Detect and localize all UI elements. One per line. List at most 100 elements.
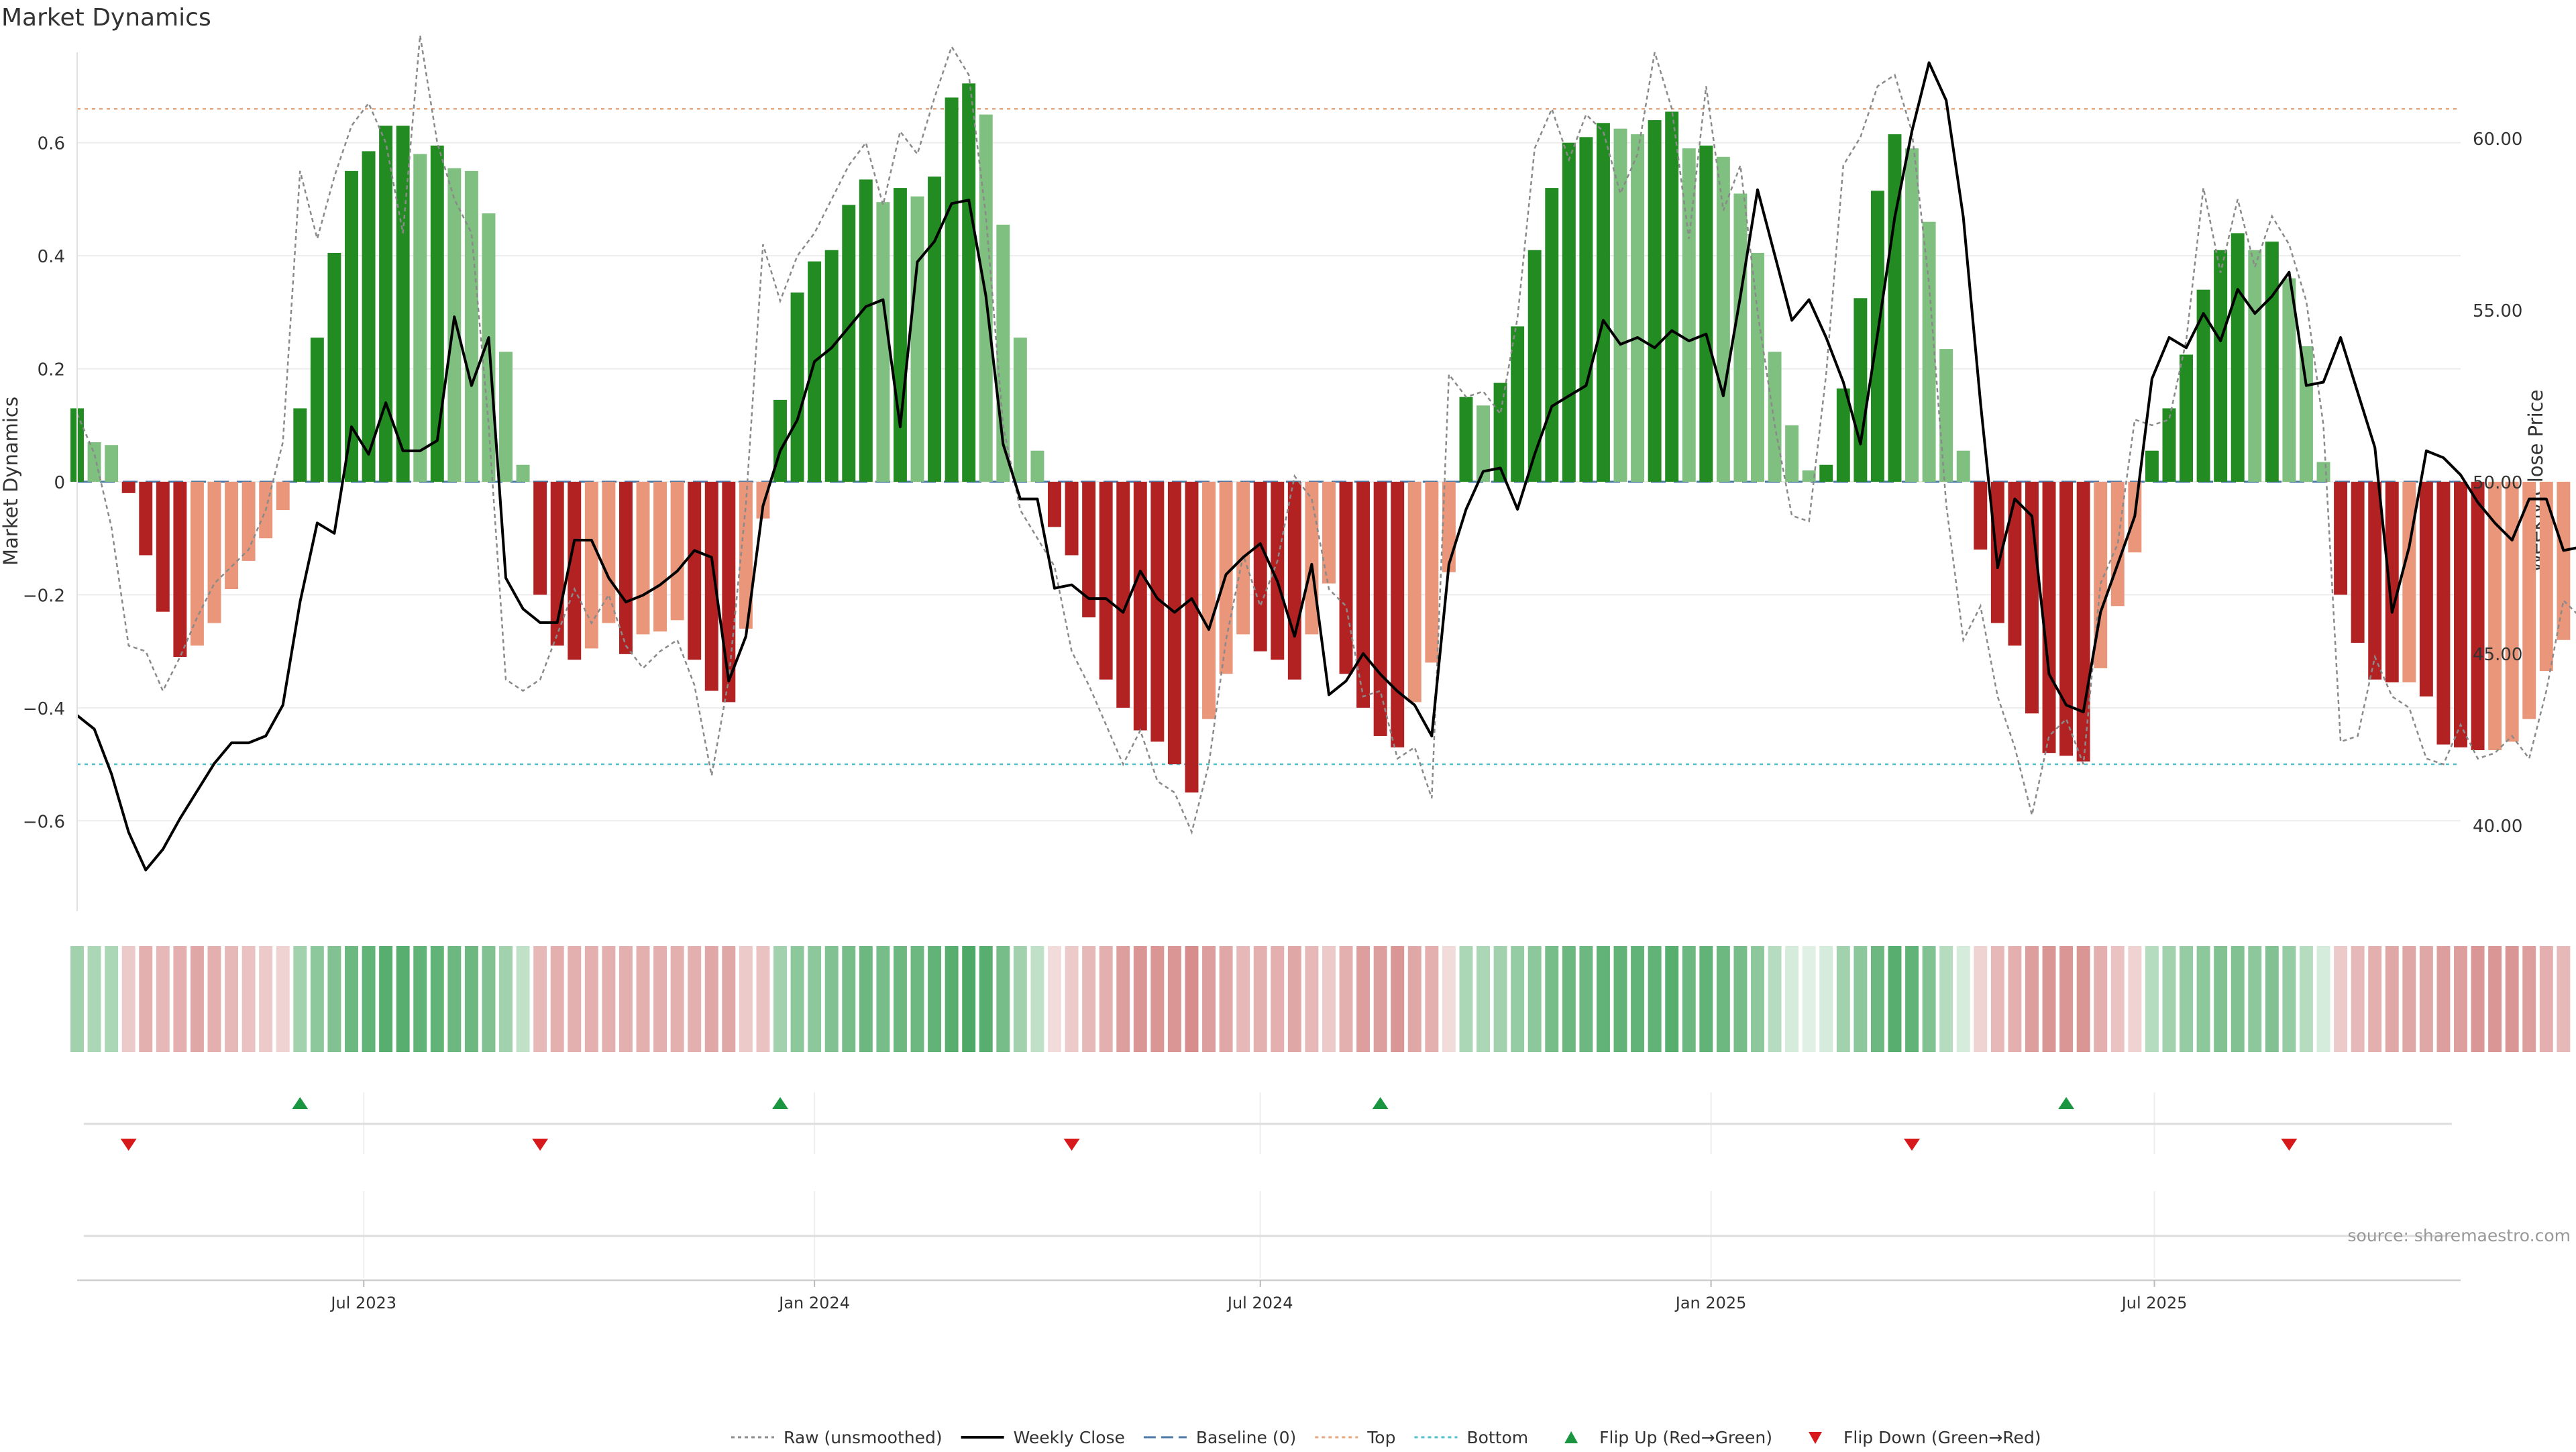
flip-down-marker <box>1063 1139 1080 1151</box>
bar <box>688 482 702 660</box>
bar <box>945 97 959 482</box>
strip-cell <box>276 946 290 1052</box>
bar <box>121 482 136 493</box>
strip-cell <box>2488 946 2502 1052</box>
bar <box>790 292 804 482</box>
strip-cell <box>602 946 616 1052</box>
strip-cell <box>1099 946 1113 1052</box>
strip-cell <box>1768 946 1782 1052</box>
bar <box>1562 142 1576 482</box>
strip-cell <box>2385 946 2399 1052</box>
bar <box>362 151 376 482</box>
bar <box>2385 482 2399 682</box>
bar <box>893 188 907 482</box>
strip-cell <box>1922 946 1936 1052</box>
strip-cell <box>1305 946 1319 1052</box>
bar <box>516 464 530 482</box>
bar <box>1013 338 1027 482</box>
bar <box>87 442 101 482</box>
strip-cell <box>653 946 667 1052</box>
strip-cell <box>2094 946 2108 1052</box>
strip-cell <box>773 946 787 1052</box>
bar <box>413 154 427 482</box>
bar <box>739 482 753 629</box>
strip-cell <box>1442 946 1456 1052</box>
bar <box>928 176 942 482</box>
bar <box>1150 482 1165 742</box>
strip-cell <box>1579 946 1593 1052</box>
bar <box>1322 482 1336 584</box>
bar <box>190 482 204 646</box>
bar <box>2505 482 2519 742</box>
flip-down-marker <box>1904 1139 1921 1151</box>
bar <box>1116 482 1130 708</box>
bar <box>1167 482 1181 765</box>
strip-cell <box>1133 946 1147 1052</box>
bar <box>1287 482 1301 680</box>
bar <box>1030 450 1044 482</box>
bar <box>1579 137 1593 482</box>
legend-item: Flip Down (Green→Red) <box>1809 1428 2041 1447</box>
bar <box>2196 289 2210 482</box>
bar <box>2557 482 2571 640</box>
strip-cell <box>2214 946 2228 1052</box>
legend: Raw (unsmoothed) Weekly Close Baseline (0)… <box>731 1428 2041 1447</box>
strip-cell <box>1236 946 1250 1052</box>
bar <box>1854 298 1868 482</box>
bar <box>1202 482 1216 719</box>
strip-cell <box>2471 946 2485 1052</box>
bar <box>207 482 221 623</box>
bar <box>1956 450 1970 482</box>
strip-cell <box>2110 946 2125 1052</box>
y2-tick-label: 50.00 <box>2473 473 2522 493</box>
bar <box>1253 482 1267 652</box>
bar <box>859 179 873 482</box>
bar <box>1099 482 1113 680</box>
strip-cell <box>241 946 256 1052</box>
x-tick-label: Jul 2025 <box>2121 1294 2188 1312</box>
strip-cell <box>396 946 410 1052</box>
bar <box>2145 450 2159 482</box>
bar <box>1785 425 1799 482</box>
bar <box>1082 482 1096 618</box>
strip-cell <box>1785 946 1799 1052</box>
strip-cell <box>447 946 462 1052</box>
strip-cell <box>499 946 513 1052</box>
legend-label: Bottom <box>1466 1428 1528 1447</box>
legend-item: Weekly Close <box>961 1428 1125 1447</box>
x-tick-label: Jan 2024 <box>777 1294 850 1312</box>
legend-swatch <box>1809 1432 1823 1444</box>
bar <box>1065 482 1079 556</box>
strip-cell <box>105 946 119 1052</box>
strip-cell <box>1733 946 1748 1052</box>
x-tick-label: Jan 2025 <box>1674 1294 1747 1312</box>
bar <box>379 125 393 482</box>
strip-cell <box>824 946 839 1052</box>
strip-cell <box>2299 946 2313 1052</box>
strip-cell <box>739 946 753 1052</box>
flip-up-marker <box>1372 1097 1389 1109</box>
strip-cell <box>2368 946 2382 1052</box>
bar <box>2076 482 2090 762</box>
chart-title: Market Dynamics <box>1 4 211 32</box>
strip-cell <box>1545 946 1559 1052</box>
legend-swatch <box>1564 1431 1578 1443</box>
strip-cell <box>516 946 530 1052</box>
strip-cell <box>121 946 136 1052</box>
legend-label: Top <box>1366 1428 1395 1447</box>
raw-line <box>76 35 2576 835</box>
y-tick-label: −0.6 <box>23 812 65 832</box>
strip-cell <box>2419 946 2433 1052</box>
bar <box>1339 482 1353 674</box>
strip-cell <box>2454 946 2467 1052</box>
strip-cell <box>379 946 393 1052</box>
bar <box>1596 123 1610 482</box>
strip-cell <box>722 946 736 1052</box>
bar <box>842 205 856 482</box>
strip-cell <box>1493 946 1507 1052</box>
strip-cell <box>1819 946 1833 1052</box>
strip-cell <box>636 946 650 1052</box>
bar <box>2454 482 2467 747</box>
strip-cell <box>2180 946 2193 1052</box>
bar <box>704 482 718 691</box>
